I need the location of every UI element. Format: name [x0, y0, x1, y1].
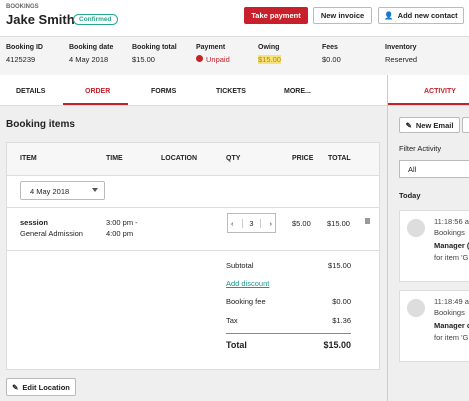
summary-value: 4 May 2018: [69, 55, 109, 64]
date: 4 May 2018: [30, 187, 70, 196]
tab[interactable]: MORE...: [284, 88, 311, 95]
filter-value: All: [408, 165, 417, 174]
ticket: General Admission: [20, 229, 83, 238]
price: $5.00: [292, 219, 311, 228]
total-label: Total: [226, 340, 247, 350]
summary-label: Booking date: [69, 44, 114, 51]
summary-bg: [0, 36, 469, 75]
total-value: $15.00: [328, 261, 351, 270]
summary-value: $0.00: [322, 55, 341, 64]
summary-value: Reserved: [385, 55, 418, 64]
new-email[interactable]: ✎ New Email: [399, 117, 460, 133]
total-label: Subtotal: [226, 261, 254, 270]
activity-icon: [407, 219, 425, 237]
summary-label: Inventory: [385, 44, 417, 51]
day: Today: [399, 191, 421, 200]
date-select[interactable]: 4 May 2018: [20, 181, 105, 200]
label: Edit Location: [22, 382, 70, 392]
divider: [7, 207, 379, 208]
filter-label: Filter Activity: [399, 144, 442, 153]
side-tab[interactable]: ACTIVITY: [424, 88, 456, 95]
column-header: ITEM: [20, 155, 37, 162]
summary-label: Fees: [322, 44, 338, 51]
total-label: Tax: [226, 316, 238, 325]
icon: 👤: [384, 11, 394, 20]
items-head-bg: [7, 143, 379, 176]
label: Add new contact: [397, 11, 458, 20]
column-header: LOCATION: [161, 155, 198, 162]
activity-icon: [407, 299, 425, 317]
summary-value: $15.00: [258, 55, 281, 64]
side-divider: [387, 75, 388, 401]
total-value: $15.00: [323, 340, 351, 350]
column-header: QTY: [226, 155, 241, 162]
column-header: TOTAL: [328, 155, 351, 162]
entry-actor: Manager (: [434, 241, 469, 250]
add-discount[interactable]: Add discount: [226, 279, 270, 288]
summary-label: Owing: [258, 44, 280, 51]
summary-value: 4125239: [6, 55, 36, 64]
tab[interactable]: TICKETS: [216, 88, 246, 95]
add-contact[interactable]: 👤 Add new contact: [378, 7, 464, 24]
item: session: [20, 218, 48, 227]
tab[interactable]: ORDER: [85, 88, 111, 95]
icon: ✎: [12, 382, 19, 392]
caret: [92, 188, 98, 195]
name: Jake Smith: [6, 12, 75, 27]
total-value: $1.36: [332, 316, 351, 325]
entry-source: Bookings: [434, 308, 465, 317]
active-underline: [63, 103, 128, 105]
divider: [7, 250, 379, 251]
section: BOOKINGS: [6, 4, 39, 10]
time-end: 4:00 pm: [106, 229, 134, 238]
entry-time: 11:18:49 a: [434, 297, 469, 306]
more-button[interactable]: [462, 117, 469, 133]
total-line: [226, 333, 351, 334]
summary-label: Booking ID: [6, 44, 43, 51]
column-header: PRICE: [292, 155, 314, 162]
column-header: TIME: [106, 155, 123, 162]
time-start: 3:00 pm -: [106, 218, 138, 227]
summary-label: Payment: [196, 44, 226, 51]
entry-actor: Manager c: [434, 321, 469, 330]
new-invoice[interactable]: New invoice: [313, 7, 372, 24]
summary-value: $15.00: [132, 55, 155, 64]
take-payment[interactable]: Take payment: [244, 7, 308, 24]
filter-select[interactable]: All: [399, 160, 469, 178]
items-title: Booking items: [6, 119, 75, 130]
icon: ✎: [405, 120, 412, 130]
total-label: Booking fee: [226, 297, 266, 306]
label: New Email: [415, 120, 454, 130]
edit-location[interactable]: ✎ Edit Location: [6, 378, 76, 396]
items-card: [6, 142, 380, 370]
entry-source: Bookings: [434, 228, 465, 237]
summary-value: Unpaid: [206, 55, 230, 64]
tab[interactable]: DETAILS: [16, 88, 46, 95]
qty-stepper[interactable]: ‹ 3 ›: [227, 213, 276, 233]
status-badge: Confirmed: [73, 14, 118, 25]
tab[interactable]: FORMS: [151, 88, 177, 95]
entry-detail: for item 'G: [434, 253, 469, 262]
row-total: $15.00: [327, 219, 350, 228]
entry-detail: for item 'G: [434, 333, 469, 342]
trash[interactable]: [365, 218, 370, 224]
summary-label: Booking total: [132, 44, 177, 51]
tabs-bg: [0, 75, 469, 106]
activity-card: 11:18:49 a Bookings Manager c for item 'G: [399, 290, 469, 362]
qty: 3: [242, 218, 261, 228]
plus[interactable]: ›: [269, 218, 272, 228]
activity-card: 11:18:56 a Bookings Manager ( for item 'G: [399, 210, 469, 282]
total-value: $0.00: [332, 297, 351, 306]
side-underline: [388, 103, 469, 105]
entry-time: 11:18:56 a: [434, 217, 469, 226]
alert-icon: [196, 55, 203, 62]
minus[interactable]: ‹: [231, 218, 234, 228]
